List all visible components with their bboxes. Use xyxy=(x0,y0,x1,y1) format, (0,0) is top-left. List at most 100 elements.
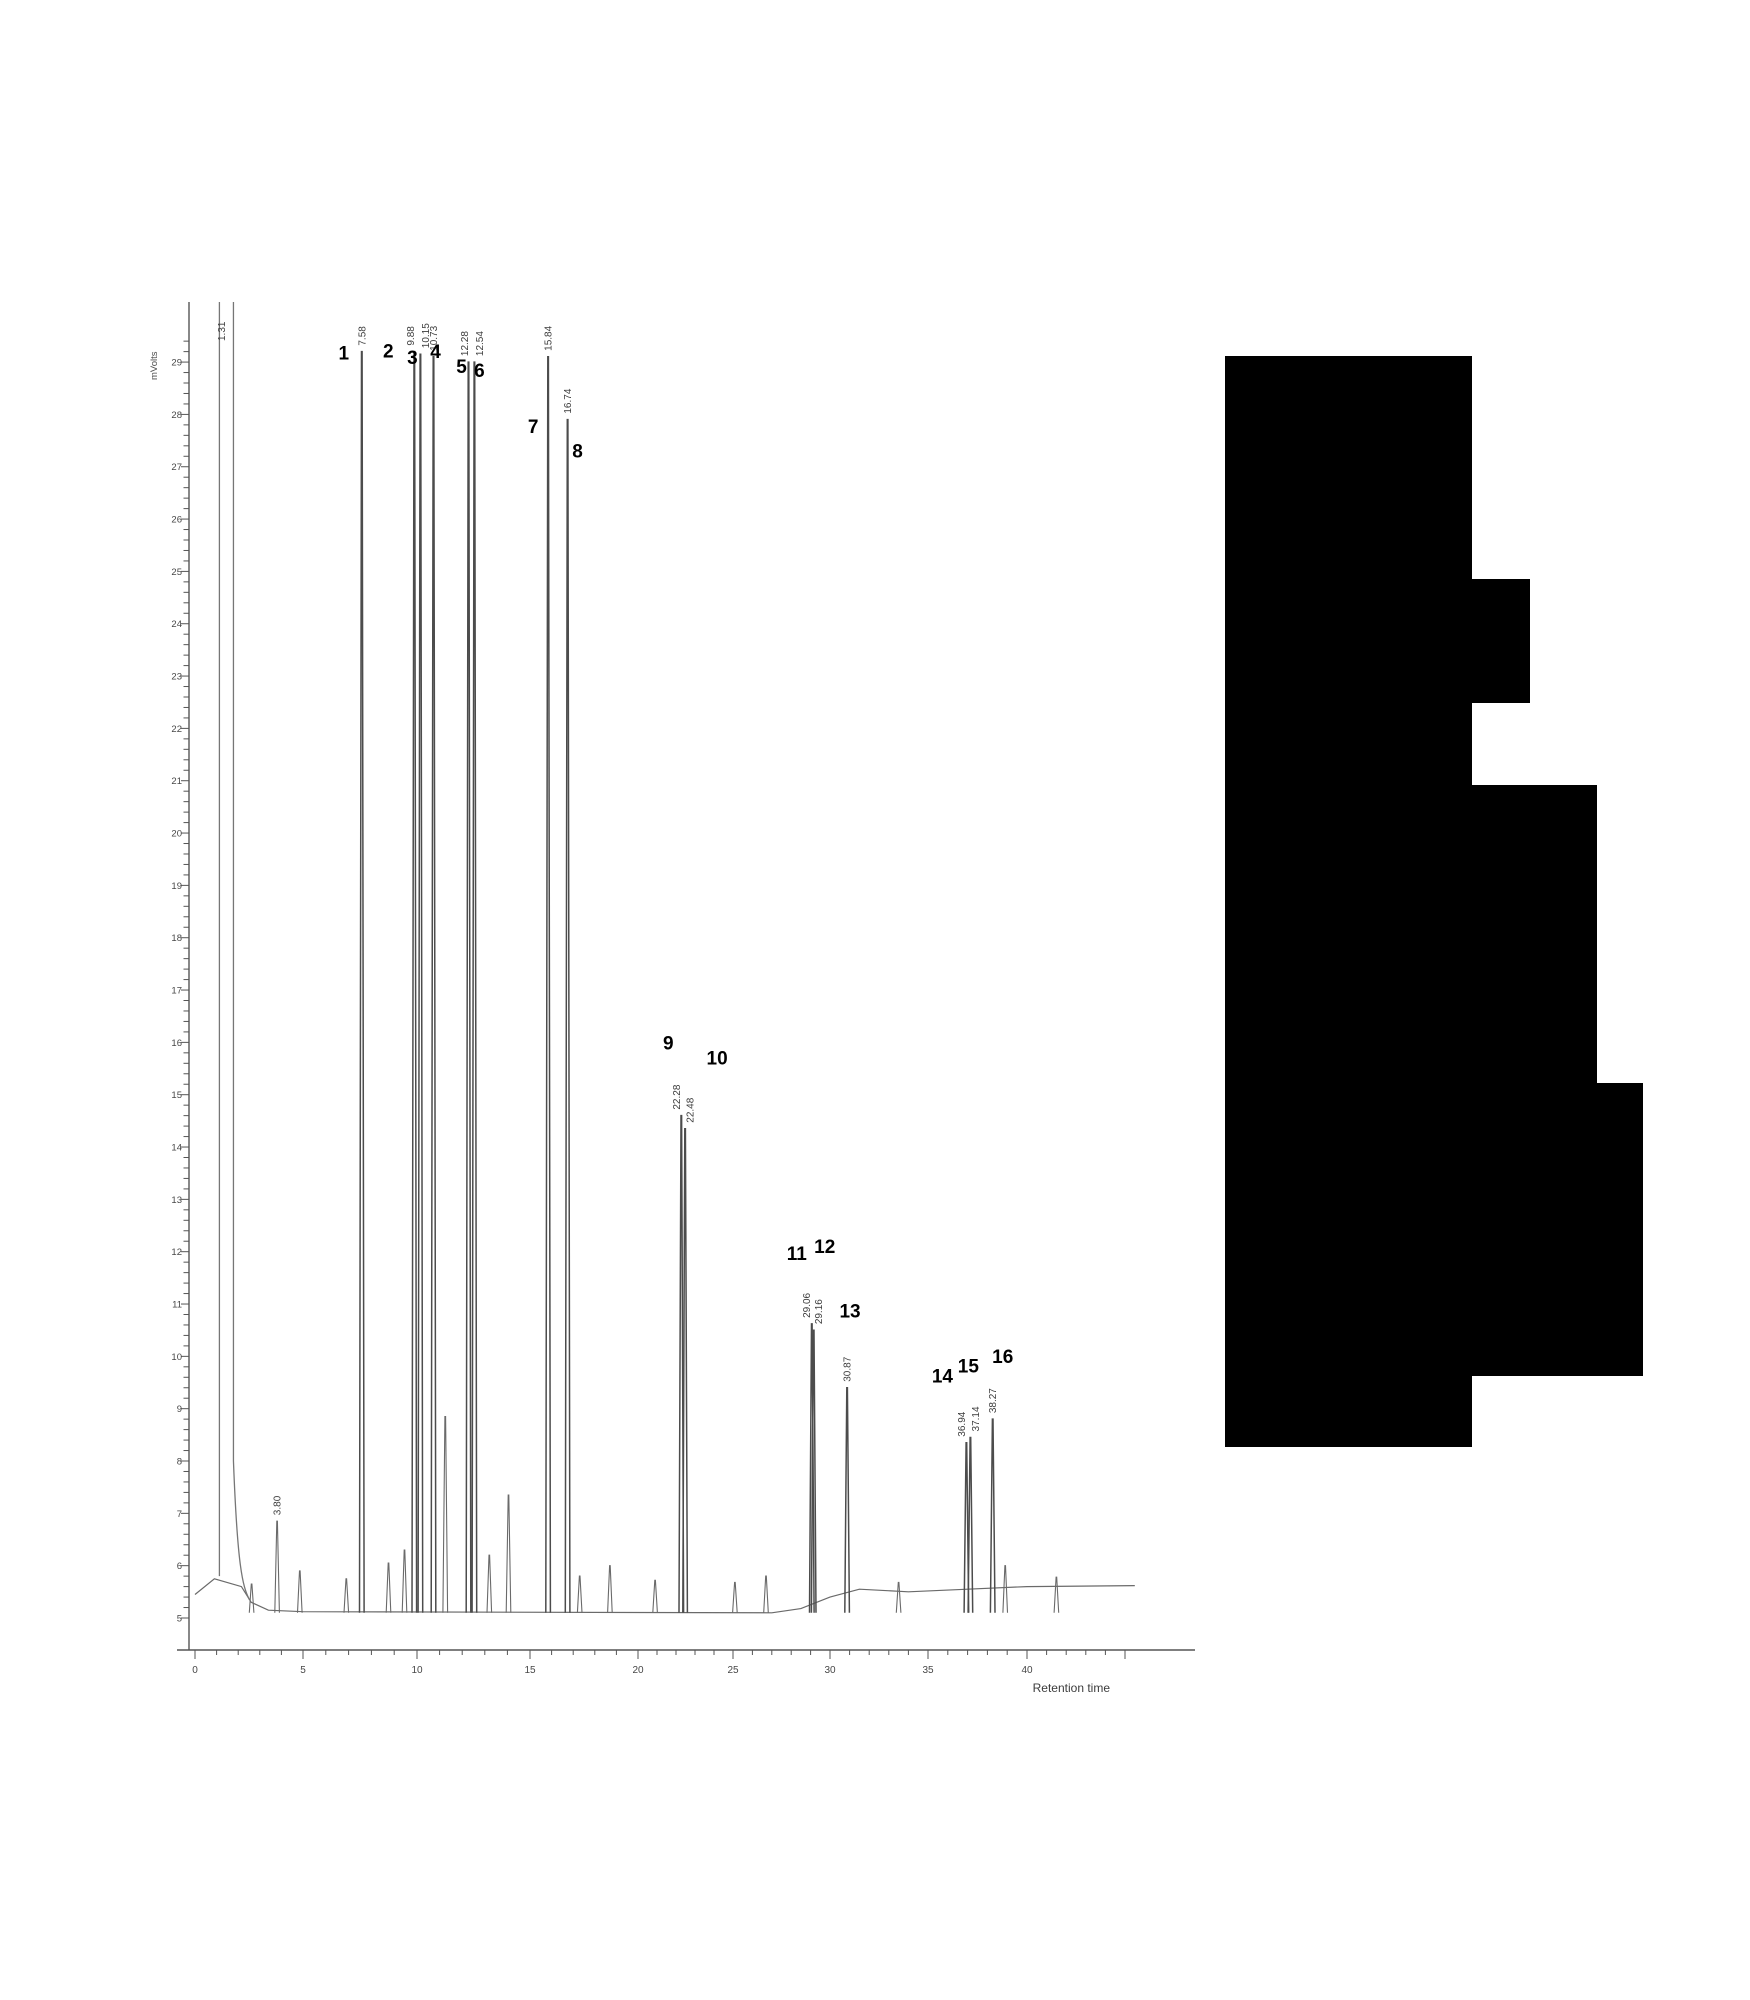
rt-label: 36.94 xyxy=(957,1411,968,1436)
y-tick-label: 5 xyxy=(177,1614,182,1625)
redaction-block xyxy=(1472,1083,1643,1376)
y-tick-label: 7 xyxy=(177,1509,182,1520)
y-tick-label: 25 xyxy=(171,567,182,578)
peak-number-label: 6 xyxy=(474,361,485,382)
peak-line xyxy=(678,1114,685,1613)
y-tick-label: 8 xyxy=(177,1457,182,1468)
y-tick-label: 27 xyxy=(171,462,182,473)
y-tick-label: 23 xyxy=(171,672,182,683)
minor-peak-line xyxy=(576,1575,583,1613)
rt-label: 37.14 xyxy=(971,1406,982,1431)
baseline-trace xyxy=(194,1578,1135,1614)
minor-peak-line xyxy=(401,1549,408,1613)
redaction-block xyxy=(1225,356,1472,1447)
rt-label: 15.84 xyxy=(544,325,555,350)
x-tick-label: 20 xyxy=(632,1665,644,1676)
peak-line xyxy=(430,356,437,1613)
y-axis-title: mVolts xyxy=(149,351,160,380)
peak-number-label: 3 xyxy=(407,348,418,369)
peak-line xyxy=(963,1441,970,1613)
peak-line xyxy=(417,353,424,1613)
minor-peak-line xyxy=(486,1554,493,1613)
y-tick-label: 21 xyxy=(171,776,182,787)
rt-label: 30.87 xyxy=(843,1356,854,1381)
x-tick-label: 25 xyxy=(727,1665,739,1676)
rt-label: 29.06 xyxy=(802,1292,813,1317)
rt-label: 22.48 xyxy=(686,1097,697,1122)
y-tick-label: 9 xyxy=(177,1404,182,1415)
y-tick-label: 14 xyxy=(171,1143,182,1154)
peak-number-label: 12 xyxy=(814,1237,835,1258)
x-axis-title: Retention time xyxy=(1033,1681,1111,1695)
peak-number-label: 13 xyxy=(839,1302,860,1323)
x-tick-label: 30 xyxy=(824,1665,836,1676)
minor-peak-line xyxy=(895,1581,902,1613)
y-tick-label: 18 xyxy=(171,933,182,944)
peak-number-label: 7 xyxy=(528,417,539,438)
x-tick-label: 10 xyxy=(411,1665,423,1676)
peak-number-label: 11 xyxy=(787,1244,808,1265)
y-tick-label: 28 xyxy=(171,410,182,421)
redaction-block xyxy=(1472,785,1597,1083)
peak-line xyxy=(564,418,571,1613)
peak-number-label: 1 xyxy=(339,344,350,365)
y-tick-label: 19 xyxy=(171,881,182,892)
rt-label: 38.27 xyxy=(988,1388,999,1413)
y-tick-label: 26 xyxy=(171,515,182,526)
peak-number-label: 10 xyxy=(707,1049,728,1070)
minor-peak-line xyxy=(763,1575,769,1613)
peak-line xyxy=(810,1329,817,1613)
peak-number-label: 16 xyxy=(992,1347,1013,1368)
solvent-peak xyxy=(218,302,251,1600)
rt-label: 10.15 xyxy=(421,323,432,348)
peak-line xyxy=(844,1386,851,1613)
minor-peak-line xyxy=(385,1562,392,1613)
peak-line xyxy=(411,350,418,1613)
y-tick-label: 20 xyxy=(171,829,182,840)
x-tick-label: 0 xyxy=(192,1665,198,1676)
peak-line xyxy=(471,361,478,1613)
peak-line xyxy=(465,361,472,1613)
minor-peak-line xyxy=(607,1565,613,1613)
peak-line xyxy=(358,350,365,1613)
minor-peak-line xyxy=(343,1578,350,1613)
rt-label: 1.31 xyxy=(217,321,228,341)
peak-number-label: 9 xyxy=(663,1034,674,1055)
y-tick-label: 17 xyxy=(171,986,182,997)
x-tick-label: 40 xyxy=(1021,1665,1033,1676)
minor-peak-line xyxy=(732,1581,738,1613)
rt-label: 12.54 xyxy=(475,331,486,356)
y-tick-label: 12 xyxy=(171,1247,182,1258)
minor-peak-line xyxy=(1002,1565,1009,1613)
rt-label: 12.28 xyxy=(460,331,471,356)
minor-peak-line xyxy=(274,1520,280,1613)
y-tick-label: 10 xyxy=(171,1352,182,1363)
minor-peak-line xyxy=(248,1583,255,1613)
y-tick-label: 6 xyxy=(177,1561,182,1572)
y-tick-label: 29 xyxy=(171,358,182,369)
rt-label: 7.58 xyxy=(357,326,368,346)
rt-label: 10.73 xyxy=(429,325,440,350)
peak-line xyxy=(967,1436,974,1613)
peak-line xyxy=(545,356,552,1613)
y-tick-label: 22 xyxy=(171,724,182,735)
minor-peak-line xyxy=(296,1570,303,1613)
peak-line xyxy=(682,1127,689,1613)
peak-line xyxy=(989,1418,996,1613)
peak-number-label: 14 xyxy=(932,1367,954,1388)
rt-label: 9.88 xyxy=(406,326,417,346)
x-tick-label: 5 xyxy=(300,1665,306,1676)
peak-number-label: 5 xyxy=(456,357,467,378)
rt-label: 3.80 xyxy=(273,1495,284,1515)
rt-label: 22.28 xyxy=(672,1084,683,1109)
peak-number-label: 4 xyxy=(430,342,441,363)
minor-peak-line xyxy=(442,1415,449,1613)
peak-number-label: 8 xyxy=(572,442,583,463)
minor-peak-line xyxy=(1053,1576,1060,1613)
minor-peak-line xyxy=(505,1494,512,1613)
peak-number-label: 2 xyxy=(383,342,394,363)
y-tick-label: 16 xyxy=(171,1038,182,1049)
y-tick-label: 24 xyxy=(171,619,182,630)
